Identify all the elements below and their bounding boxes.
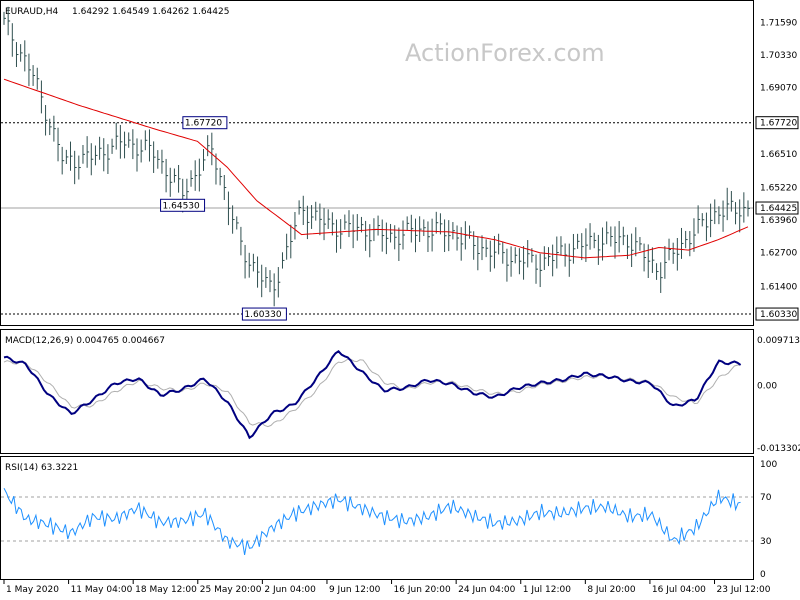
price-tick-label: 1.70330 [760, 51, 797, 61]
price-tick-label: 1.61400 [760, 282, 797, 292]
price-tick-label: 1.60330 [760, 310, 797, 320]
price-tick-label: 1.64425 [760, 204, 797, 214]
time-tick-label: 16 Jun 20:00 [394, 585, 451, 595]
annotation-box [182, 116, 228, 130]
macd-line [3, 349, 742, 440]
rsi-axis: 100 70 30 0 [760, 460, 777, 580]
annotation-box [241, 307, 287, 321]
axis-price-box [755, 116, 799, 130]
time-tick-label: 25 May 20:00 [200, 585, 262, 595]
time-tick-label: 1 Jul 12:00 [523, 585, 572, 595]
time-tick-label: 11 May 04:00 [71, 585, 133, 595]
price-levels [1, 122, 753, 315]
annotation-label: 1.64530 [163, 201, 200, 211]
rsi-tick-label: 70 [760, 493, 772, 503]
rsi-tick-label: 0 [760, 570, 766, 580]
macd-panel-border [0, 329, 754, 454]
price-tick-label: 1.67720 [760, 119, 797, 129]
macd-title: MACD(12,26,9) 0.004765 0.004667 [5, 336, 165, 346]
rsi-title: RSI(14) 63.3221 [5, 463, 78, 473]
price-tick-label: 1.71590 [760, 18, 797, 28]
time-tick-label: 1 May 2020 [6, 585, 59, 595]
time-tick-label: 18 May 12:00 [135, 585, 197, 595]
time-tick-label: 9 Jun 12:00 [329, 585, 381, 595]
watermark: ActionForex.com [405, 39, 605, 67]
annotation-box [160, 198, 206, 212]
annotation-label: 1.60330 [244, 310, 281, 320]
symbol-label: EURAUD,H4 [5, 7, 58, 17]
macd-tick-label: -0.013302 [757, 444, 800, 454]
price-tick-label: 1.62700 [760, 249, 797, 259]
ohlc-label: 1.64292 1.64549 1.64262 1.64425 [72, 7, 229, 17]
rsi-levels [1, 496, 753, 542]
time-tick-label: 8 Jul 20:00 [587, 585, 636, 595]
time-tick-label: 23 Jul 12:00 [717, 585, 771, 595]
annotation-label: 1.67720 [185, 119, 222, 129]
time-tick-label: 24 Jun 04:00 [458, 585, 515, 595]
rsi-line [3, 487, 741, 555]
time-tick-label: 2 Jun 04:00 [264, 585, 316, 595]
price-tick-label: 1.65220 [760, 183, 797, 193]
axis-price-box [755, 201, 799, 215]
price-annotations: 1.67720 1.64530 1.60330 [160, 116, 287, 321]
rsi-tick-label: 30 [760, 537, 772, 547]
price-tick-label: 1.69070 [760, 84, 797, 94]
time-axis: 1 May 2020 11 May 04:00 18 May 12:00 25 May… [3, 580, 771, 595]
rsi-tick-label: 100 [760, 460, 777, 470]
price-tick-label: 1.63960 [760, 216, 797, 226]
price-tick-label: 1.66510 [760, 150, 797, 160]
macd-axis: 0.009713 0.00 -0.013302 [757, 336, 800, 454]
axis-price-box [755, 307, 799, 321]
macd-tick-label: 0.009713 [757, 336, 800, 346]
price-panel-border [0, 0, 754, 326]
price-axis: 1.71590 1.70330 1.69070 1.67720 1.66510 1.652… [755, 18, 799, 321]
moving-average-line [3, 78, 749, 259]
macd-tick-label: 0.00 [757, 382, 777, 392]
price-bars [3, 6, 750, 307]
time-tick-label: 16 Jul 04:00 [652, 585, 706, 595]
